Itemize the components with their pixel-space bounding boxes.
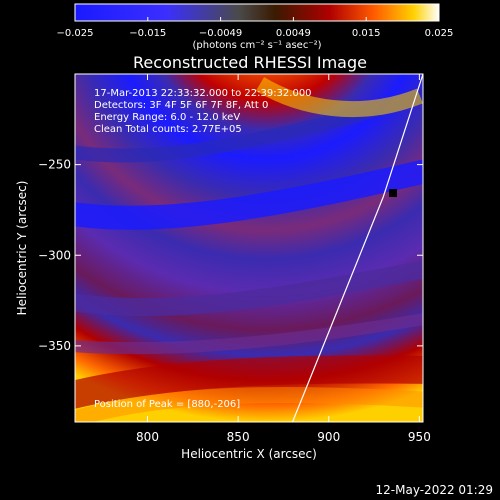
solar-limb-line xyxy=(291,73,424,423)
x-axis-label: Heliocentric X (arcsec) xyxy=(181,447,317,461)
footer-timestamp: 12-May-2022 01:29 xyxy=(376,483,493,497)
annotation-detectors: Detectors: 3F 4F 5F 6F 7F 8F, Att 0 xyxy=(94,100,268,111)
colorbar-tick-label: 0.0049 xyxy=(276,28,311,39)
annotation-energy: Energy Range: 6.0 - 12.0 keV xyxy=(94,112,240,123)
y-tick-label: −300 xyxy=(38,248,71,262)
annotation-peak-position: Position of Peak = [880,-206] xyxy=(94,399,240,410)
heatmap-image xyxy=(75,74,423,422)
annotation-time-range: 17-Mar-2013 22:33:32.000 to 22:39:32.000 xyxy=(94,88,312,99)
colorbar-tick-label: 0.015 xyxy=(352,28,381,39)
colorbar-tick-label: −0.025 xyxy=(56,28,93,39)
plot-frame xyxy=(74,73,424,423)
colorbar-tick-label: 0.025 xyxy=(425,28,454,39)
y-tick-label: −350 xyxy=(38,339,71,353)
x-tick-label: 950 xyxy=(408,430,431,444)
colorbar-unit-label: (photons cm⁻² s⁻¹ asec⁻²) xyxy=(192,40,321,51)
x-tick-label: 800 xyxy=(136,430,159,444)
y-axis-label: Heliocentric Y (arcsec) xyxy=(15,181,29,316)
colorbar-tick-label: −0.015 xyxy=(129,28,166,39)
x-tick-label: 900 xyxy=(317,430,340,444)
x-tick-label: 850 xyxy=(227,430,250,444)
colorbar-tick-label: −0.0049 xyxy=(199,28,242,39)
colorbar-ticks: −0.025 −0.015 −0.0049 0.0049 0.015 0.025 xyxy=(56,17,453,39)
annotation-counts: Clean Total counts: 2.77E+05 xyxy=(94,124,242,135)
y-tick-label: −250 xyxy=(38,158,71,172)
chart-title: Reconstructed RHESSI Image xyxy=(133,53,367,72)
annotation-block: 17-Mar-2013 22:33:32.000 to 22:39:32.000… xyxy=(94,88,312,410)
x-axis-ticks: 800 850 900 950 xyxy=(136,74,431,444)
peak-marker xyxy=(389,189,397,197)
colorbar xyxy=(74,3,440,22)
y-axis-ticks: −250 −300 −350 xyxy=(38,158,423,353)
